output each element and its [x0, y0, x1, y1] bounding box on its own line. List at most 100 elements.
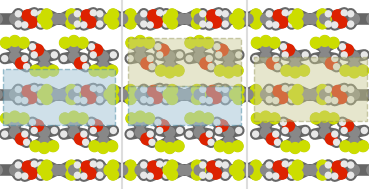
Ellipse shape [347, 20, 354, 28]
Ellipse shape [199, 57, 212, 70]
Ellipse shape [68, 117, 80, 129]
Ellipse shape [50, 89, 62, 100]
Ellipse shape [59, 112, 71, 125]
Ellipse shape [280, 43, 287, 50]
Ellipse shape [307, 164, 319, 176]
Ellipse shape [341, 160, 348, 168]
Ellipse shape [276, 16, 289, 29]
Ellipse shape [80, 97, 87, 104]
Ellipse shape [176, 51, 183, 59]
Ellipse shape [282, 119, 295, 132]
Ellipse shape [51, 51, 58, 59]
Ellipse shape [96, 96, 103, 103]
Ellipse shape [301, 164, 313, 176]
Ellipse shape [38, 51, 50, 63]
Ellipse shape [348, 89, 360, 100]
Ellipse shape [260, 126, 272, 138]
Ellipse shape [172, 140, 185, 152]
Ellipse shape [29, 140, 42, 152]
Ellipse shape [319, 126, 331, 138]
Ellipse shape [298, 140, 310, 152]
Ellipse shape [68, 126, 80, 138]
FancyBboxPatch shape [128, 38, 241, 86]
Ellipse shape [134, 126, 146, 138]
Ellipse shape [280, 119, 287, 126]
Ellipse shape [260, 42, 272, 53]
Ellipse shape [97, 136, 109, 147]
Ellipse shape [272, 97, 279, 104]
Ellipse shape [156, 9, 163, 16]
Ellipse shape [289, 89, 301, 100]
Ellipse shape [156, 160, 163, 168]
Ellipse shape [199, 10, 207, 17]
Ellipse shape [325, 57, 338, 70]
Ellipse shape [254, 164, 266, 176]
Ellipse shape [191, 17, 203, 29]
Ellipse shape [260, 117, 272, 129]
Ellipse shape [134, 51, 146, 63]
Ellipse shape [215, 127, 223, 134]
Ellipse shape [110, 51, 117, 59]
Ellipse shape [232, 8, 245, 20]
Ellipse shape [103, 88, 115, 101]
Ellipse shape [341, 119, 354, 132]
Ellipse shape [288, 96, 295, 103]
Ellipse shape [47, 140, 59, 152]
Ellipse shape [60, 130, 68, 138]
Ellipse shape [84, 167, 97, 180]
Ellipse shape [90, 85, 97, 92]
Ellipse shape [134, 42, 146, 53]
Ellipse shape [162, 172, 170, 179]
Ellipse shape [115, 13, 127, 25]
Ellipse shape [56, 89, 68, 100]
Ellipse shape [250, 84, 262, 96]
Ellipse shape [80, 9, 93, 22]
Ellipse shape [146, 173, 154, 180]
Ellipse shape [348, 66, 361, 79]
Ellipse shape [289, 142, 301, 154]
Ellipse shape [307, 13, 319, 25]
Ellipse shape [250, 93, 262, 105]
Ellipse shape [250, 8, 262, 20]
FancyBboxPatch shape [128, 86, 241, 125]
Ellipse shape [56, 13, 68, 25]
Ellipse shape [166, 17, 178, 29]
Ellipse shape [242, 13, 254, 25]
Ellipse shape [0, 89, 3, 100]
Ellipse shape [366, 13, 369, 25]
Ellipse shape [276, 167, 289, 180]
Ellipse shape [341, 127, 348, 134]
Ellipse shape [163, 66, 176, 79]
Ellipse shape [193, 110, 206, 123]
Ellipse shape [162, 96, 170, 103]
Ellipse shape [0, 37, 12, 49]
Ellipse shape [215, 85, 223, 92]
Ellipse shape [68, 42, 80, 53]
Ellipse shape [235, 127, 242, 134]
Ellipse shape [166, 93, 178, 105]
Ellipse shape [251, 112, 263, 125]
Ellipse shape [301, 13, 313, 25]
Ellipse shape [206, 9, 219, 22]
Ellipse shape [361, 127, 368, 134]
Ellipse shape [266, 10, 273, 17]
Ellipse shape [74, 161, 81, 169]
Ellipse shape [292, 8, 304, 20]
Ellipse shape [331, 160, 344, 173]
Ellipse shape [37, 164, 49, 176]
Ellipse shape [319, 51, 331, 63]
Ellipse shape [199, 86, 207, 93]
Ellipse shape [221, 86, 229, 93]
Ellipse shape [134, 164, 146, 176]
Ellipse shape [164, 89, 176, 100]
Ellipse shape [148, 63, 156, 70]
Ellipse shape [80, 55, 87, 62]
Ellipse shape [90, 127, 97, 134]
Ellipse shape [9, 126, 21, 138]
Ellipse shape [289, 13, 301, 25]
Ellipse shape [124, 160, 137, 172]
Ellipse shape [80, 160, 93, 173]
Ellipse shape [331, 21, 338, 29]
Ellipse shape [282, 160, 289, 168]
Ellipse shape [266, 86, 273, 93]
